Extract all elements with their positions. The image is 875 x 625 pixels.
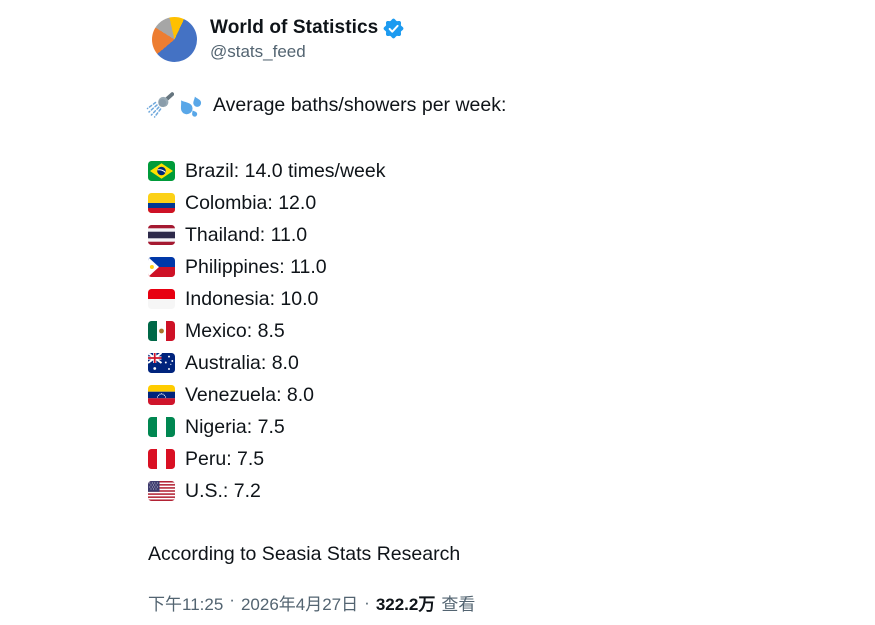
thailand-flag-icon — [148, 225, 175, 245]
country-stat-text: Brazil: 14.0 times/week — [185, 159, 386, 182]
tweet-footer: 下午11:25 · 2026年4月27日 · 322.2万 查看 — [148, 590, 475, 615]
list-item: Philippines: 11.0 — [148, 251, 386, 283]
tweet-header: World of Statistics @stats_feed — [150, 15, 404, 63]
avatar[interactable] — [150, 15, 198, 63]
timestamp-link[interactable]: 下午11:25 · 2026年4月27日 — [148, 590, 358, 615]
venezuela-flag-icon — [148, 385, 175, 405]
list-item: U.S.: 7.2 — [148, 475, 386, 507]
tweet-intro-line: Average baths/showers per week: — [146, 92, 506, 119]
views-count: 322.2万 — [375, 595, 436, 614]
country-stat-text: Peru: 7.5 — [185, 447, 265, 470]
nigeria-flag-icon — [148, 417, 175, 437]
country-stat-text: Mexico: 8.5 — [185, 319, 285, 342]
country-stat-text: U.S.: 7.2 — [185, 479, 261, 502]
country-stat-text: Nigeria: 7.5 — [185, 415, 285, 438]
shower-icon — [146, 92, 174, 119]
user-handle[interactable]: @stats_feed — [210, 42, 306, 61]
verified-badge-icon — [383, 18, 404, 39]
list-item: Colombia: 12.0 — [148, 187, 386, 219]
author-names: World of Statistics @stats_feed — [210, 15, 404, 62]
list-item: Australia: 8.0 — [148, 347, 386, 379]
list-item: Nigeria: 7.5 — [148, 411, 386, 443]
australia-flag-icon — [148, 353, 175, 373]
list-item: Venezuela: 8.0 — [148, 379, 386, 411]
date-text: 2026年4月27日 — [240, 595, 359, 614]
brazil-flag-icon — [148, 161, 175, 181]
us-flag-icon — [148, 481, 175, 501]
country-stat-text: Colombia: 12.0 — [185, 191, 317, 214]
list-item: Indonesia: 10.0 — [148, 283, 386, 315]
colombia-flag-icon — [148, 193, 175, 213]
list-item: Thailand: 11.0 — [148, 219, 386, 251]
country-stat-text: Indonesia: 10.0 — [185, 287, 319, 310]
intro-text: Average baths/showers per week: — [213, 94, 507, 116]
pie-chart-avatar-icon — [151, 16, 197, 62]
list-item: Brazil: 14.0 times/week — [148, 155, 386, 187]
country-list: Brazil: 14.0 times/week Colombia: 12.0 Tha… — [148, 155, 386, 507]
country-stat-text: Philippines: 11.0 — [185, 255, 327, 278]
dot-separator: · — [229, 590, 235, 609]
country-stat-text: Venezuela: 8.0 — [185, 383, 315, 406]
sweat-droplets-icon — [176, 93, 203, 119]
display-name[interactable]: World of Statistics — [210, 17, 379, 38]
time-text: 下午11:25 — [148, 595, 224, 614]
country-stat-text: Australia: 8.0 — [185, 351, 299, 374]
list-item: Mexico: 8.5 — [148, 315, 386, 347]
philippines-flag-icon — [148, 257, 175, 277]
list-item: Peru: 7.5 — [148, 443, 386, 475]
views-label: 查看 — [441, 595, 476, 614]
dot-separator: · — [364, 592, 370, 612]
country-stat-text: Thailand: 11.0 — [185, 223, 308, 246]
source-note: According to Seasia Stats Research — [148, 543, 461, 565]
peru-flag-icon — [148, 449, 175, 469]
indonesia-flag-icon — [148, 289, 175, 309]
mexico-flag-icon — [148, 321, 175, 341]
